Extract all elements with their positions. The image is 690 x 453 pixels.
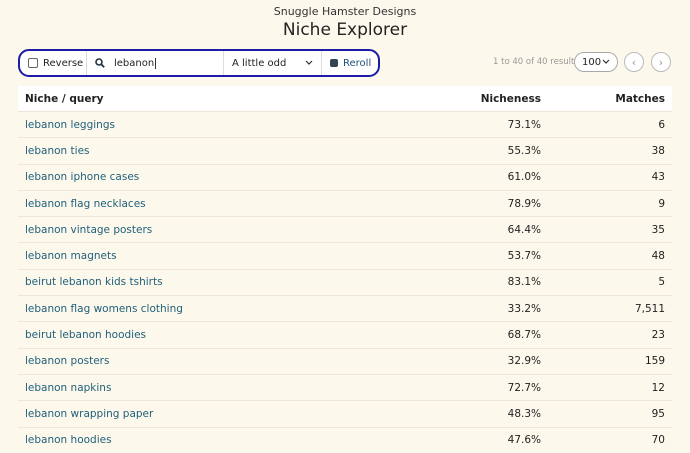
result-row: lebanon wrapping paper 48.3% 95	[18, 400, 672, 428]
matches: 12	[548, 373, 672, 401]
next-button[interactable]: ›	[651, 52, 671, 72]
reverse-label: Reverse	[43, 57, 84, 69]
nicheness: 73.1%	[414, 110, 548, 138]
niche-link[interactable]: lebanon magnets	[18, 242, 414, 270]
nicheness: 33.2%	[414, 295, 548, 322]
matches: 95	[548, 400, 672, 428]
matches: 43	[548, 163, 672, 191]
matches: 9	[548, 189, 672, 217]
niche-link[interactable]: lebanon ties	[18, 137, 414, 165]
nicheness: 48.3%	[414, 400, 548, 428]
niche-link[interactable]: lebanon leggings	[18, 110, 414, 138]
result-row: lebanon posters 32.9% 159	[18, 347, 672, 375]
nicheness: 68.7%	[414, 321, 548, 349]
nicheness: 72.7%	[414, 373, 548, 401]
result-row: lebanon leggings 73.1% 6	[18, 110, 672, 138]
result-row: lebanon iphone cases 61.0% 43	[18, 163, 672, 191]
checkbox[interactable]	[28, 58, 38, 68]
matches: 7,511	[548, 295, 672, 322]
prev-button[interactable]: ‹	[624, 52, 644, 72]
niche-link[interactable]: lebanon flag necklaces	[18, 189, 414, 217]
result-row: lebanon hoodies 47.6% 70	[18, 426, 672, 453]
search-box[interactable]: lebanon	[87, 51, 224, 75]
niche-link[interactable]: lebanon flag womens clothing	[18, 295, 414, 322]
niche-link[interactable]: lebanon wrapping paper	[18, 400, 414, 428]
niche-link[interactable]: beirut lebanon hoodies	[18, 321, 414, 349]
niche-link[interactable]: lebanon vintage posters	[18, 216, 414, 243]
niche-link[interactable]: lebanon hoodies	[18, 426, 414, 453]
column-header[interactable]: Matches	[548, 86, 672, 112]
mode-text: A little odd	[232, 57, 287, 69]
niche-link[interactable]: beirut lebanon kids tshirts	[18, 268, 414, 296]
reverse-toggle[interactable]: Reverse	[20, 51, 87, 75]
matches: 38	[548, 137, 672, 165]
matches: 159	[548, 347, 672, 375]
chevron	[305, 60, 313, 65]
niche-link[interactable]: lebanon napkins	[18, 373, 414, 401]
nicheness: 64.4%	[414, 216, 548, 243]
page-size-select[interactable]: 100	[574, 52, 618, 72]
nicheness: 32.9%	[414, 347, 548, 375]
nicheness: 55.3%	[414, 137, 548, 165]
matches: 5	[548, 268, 672, 296]
matches: 70	[548, 426, 672, 453]
matches: 23	[548, 321, 672, 349]
page: {"header": {"brand": "Snuggle Hamster De…	[18, 5, 672, 453]
matches: 6	[548, 110, 672, 138]
toolbar: Reverse lebanon A little odd Reroll	[18, 49, 380, 77]
column-header[interactable]: Niche / query	[18, 86, 414, 112]
result-row: lebanon magnets 53.7% 48	[18, 242, 672, 270]
nicheness: 78.9%	[414, 189, 548, 217]
brand: Snuggle Hamster Designs	[273, 5, 417, 18]
chevron	[602, 59, 610, 64]
niche-link[interactable]: lebanon iphone cases	[18, 163, 414, 191]
nicheness: 83.1%	[414, 268, 548, 296]
column-header[interactable]: Nicheness	[414, 86, 548, 112]
nicheness: 53.7%	[414, 242, 548, 270]
header-row: Niche / query Nicheness Matches	[18, 86, 672, 112]
search-icon	[95, 58, 105, 68]
matches: 48	[548, 242, 672, 270]
page-size-text: 100	[582, 56, 602, 68]
result-row: beirut lebanon kids tshirts 83.1% 5	[18, 268, 672, 296]
matches: 35	[548, 216, 672, 243]
result-row: beirut lebanon hoodies 68.7% 23	[18, 321, 672, 349]
nicheness: 61.0%	[414, 163, 548, 191]
result-row: lebanon flag necklaces 78.9% 9	[18, 189, 672, 217]
mode-select[interactable]: A little odd	[224, 51, 322, 75]
search-text: lebanon	[114, 57, 157, 69]
reroll-label: Reroll	[343, 57, 372, 69]
results-table: Niche / query Nicheness Matches lebanon …	[18, 86, 672, 453]
reroll-button[interactable]: Reroll	[322, 51, 378, 75]
result-row: lebanon vintage posters 64.4% 35	[18, 216, 672, 243]
result-row: lebanon napkins 72.7% 12	[18, 373, 672, 401]
page-title: Niche Explorer	[282, 20, 408, 40]
result-row: lebanon flag womens clothing 33.2% 7,511	[18, 295, 672, 322]
result-count: 1 to 40 of 40 results	[493, 57, 579, 67]
result-row: lebanon ties 55.3% 38	[18, 137, 672, 165]
nicheness: 47.6%	[414, 426, 548, 453]
niche-link[interactable]: lebanon posters	[18, 347, 414, 375]
cube-icon	[330, 59, 338, 67]
